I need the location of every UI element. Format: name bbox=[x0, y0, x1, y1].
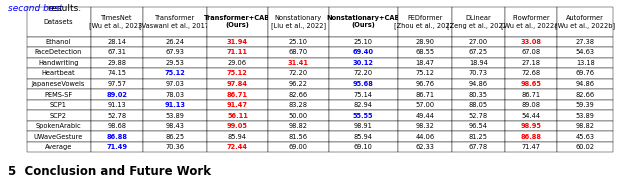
Text: results.: results. bbox=[45, 4, 81, 13]
Text: second best: second best bbox=[8, 4, 62, 13]
Text: 5  Conclusion and Future Work: 5 Conclusion and Future Work bbox=[8, 165, 211, 177]
